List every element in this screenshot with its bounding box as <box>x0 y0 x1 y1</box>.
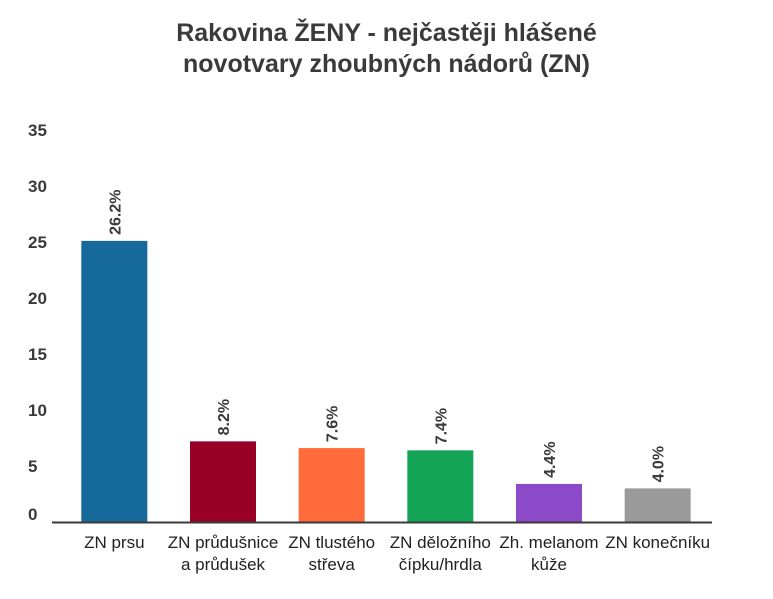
y-tick-label: 0 <box>28 505 37 524</box>
x-category-label: ZN děložního <box>390 533 491 552</box>
x-category-label: ZN průdušnice <box>168 533 279 552</box>
chart-title-line-2: novotvary zhoubných nádorů (ZN) <box>183 50 590 78</box>
y-tick-label: 15 <box>28 345 47 364</box>
data-label: 26.2% <box>107 190 124 235</box>
x-category-label: a průdušek <box>181 555 266 574</box>
chart-title: Rakovina ŽENY - nejčastěji hlášené novot… <box>0 18 773 80</box>
y-tick-label: 5 <box>28 457 37 476</box>
x-category-label: ZN tlustého <box>288 533 375 552</box>
bar <box>624 488 691 522</box>
y-tick-label: 10 <box>28 401 47 420</box>
y-tick-label: 35 <box>28 121 47 140</box>
bar <box>298 448 365 522</box>
bar <box>407 450 474 522</box>
y-tick-label: 20 <box>28 289 47 308</box>
bar <box>190 441 256 522</box>
chart-title-line-1: Rakovina ŽENY - nejčastěji hlášené <box>176 19 597 47</box>
data-label: 8.2% <box>216 399 233 435</box>
data-label: 4.4% <box>542 441 559 477</box>
x-category-label: střeva <box>309 555 356 574</box>
x-category-label: Zh. melanom <box>499 533 598 552</box>
data-label: 4.0% <box>651 446 668 482</box>
bar <box>516 483 582 522</box>
y-tick-label: 25 <box>28 233 47 252</box>
x-category-label: kůže <box>531 555 567 574</box>
y-tick-label: 30 <box>28 177 47 196</box>
x-category-label: čípku/hrdla <box>399 555 483 574</box>
x-category-label: ZN prsu <box>84 533 144 552</box>
x-category-label: ZN konečníku <box>605 533 710 552</box>
bar <box>81 240 148 522</box>
data-label: 7.4% <box>433 408 450 444</box>
data-label: 7.6% <box>325 406 342 442</box>
